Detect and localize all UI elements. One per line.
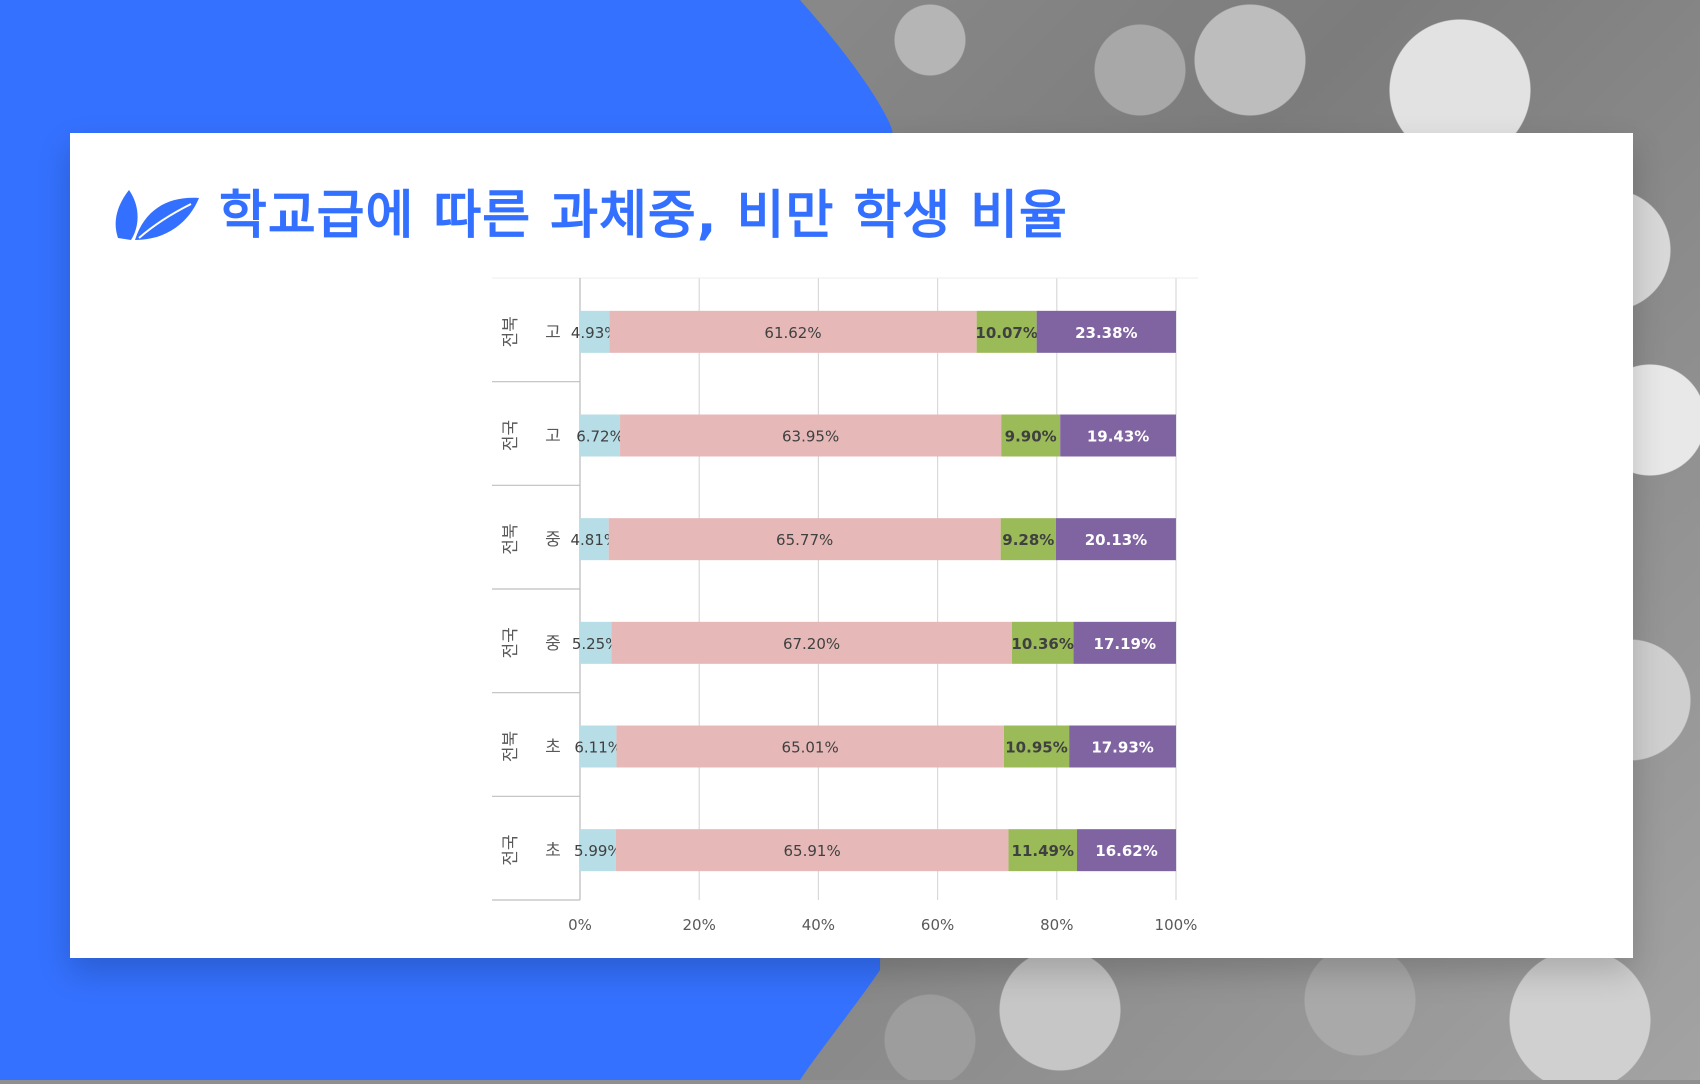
category-region-label: 전국 <box>501 835 521 866</box>
x-tick-label: 100% <box>1155 916 1198 934</box>
bar-segment <box>580 310 610 353</box>
data-label: 9.90% <box>1005 428 1057 446</box>
category-level-label: 고 <box>545 323 561 343</box>
bar-segment <box>1077 829 1177 872</box>
bar-segment <box>580 725 617 768</box>
bar-segment <box>580 621 612 664</box>
data-label: 65.77% <box>776 531 833 549</box>
bar-segment <box>1011 621 1074 664</box>
data-label: 63.95% <box>782 428 839 446</box>
bar-segment <box>976 310 1037 353</box>
data-label: 5.25% <box>572 635 620 653</box>
bar-segment <box>1003 725 1070 768</box>
bar-segment <box>580 829 616 872</box>
bar-segment <box>1008 829 1078 872</box>
bar-segment <box>1069 725 1176 768</box>
bar-segment <box>1000 518 1056 561</box>
category-region-label: 전국 <box>501 420 521 451</box>
data-label: 10.36% <box>1011 635 1073 653</box>
category-level-label: 초 <box>545 738 561 758</box>
bar-segment <box>611 621 1012 664</box>
x-tick-label: 60% <box>921 916 954 934</box>
data-label: 23.38% <box>1075 324 1137 342</box>
bar-segment <box>1001 414 1061 457</box>
category-level-label: 초 <box>545 841 561 861</box>
data-label: 20.13% <box>1085 531 1147 549</box>
data-label: 10.95% <box>1005 739 1067 757</box>
bar-segment <box>580 414 621 457</box>
category-level-label: 중 <box>545 530 561 550</box>
bar-segment <box>580 518 609 561</box>
data-label: 19.43% <box>1087 428 1149 446</box>
data-label: 10.07% <box>975 324 1037 342</box>
page-title: 학교급에 따른 과체중, 비만 학생 비율 <box>219 186 1068 246</box>
bar-segment <box>1073 621 1176 664</box>
title-row: 학교급에 따른 과체중, 비만 학생 비율 <box>115 188 1068 244</box>
data-label: 11.49% <box>1012 842 1074 860</box>
bar-segment <box>615 829 1009 872</box>
bar-segment <box>608 518 1001 561</box>
leaf-icon <box>115 190 199 240</box>
x-tick-label: 0% <box>568 916 592 934</box>
data-label: 6.11% <box>574 739 622 757</box>
bar-segment <box>609 310 977 353</box>
x-tick-label: 80% <box>1040 916 1073 934</box>
data-label: 9.28% <box>1002 531 1054 549</box>
bar-segment <box>1060 414 1176 457</box>
category-region-label: 전국 <box>501 627 521 658</box>
bar-segment <box>620 414 1002 457</box>
data-label: 17.19% <box>1094 635 1156 653</box>
category-region-label: 전북 <box>501 316 521 347</box>
data-label: 5.99% <box>574 842 622 860</box>
data-label: 65.91% <box>784 842 841 860</box>
category-level-label: 고 <box>545 427 561 447</box>
category-level-label: 중 <box>545 634 561 654</box>
data-label: 67.20% <box>783 635 840 653</box>
data-label: 6.72% <box>576 428 624 446</box>
bar-segment <box>1036 310 1176 353</box>
category-region-label: 전북 <box>501 524 521 555</box>
bar-segment <box>616 725 1004 768</box>
data-label: 16.62% <box>1095 842 1157 860</box>
data-label: 4.81% <box>571 531 619 549</box>
x-tick-label: 40% <box>802 916 835 934</box>
data-label: 4.93% <box>571 324 619 342</box>
data-label: 17.93% <box>1091 739 1153 757</box>
data-label: 61.62% <box>764 324 821 342</box>
bar-segment <box>1055 518 1176 561</box>
data-label: 65.01% <box>782 739 839 757</box>
category-region-label: 전북 <box>501 731 521 762</box>
x-tick-label: 20% <box>683 916 716 934</box>
